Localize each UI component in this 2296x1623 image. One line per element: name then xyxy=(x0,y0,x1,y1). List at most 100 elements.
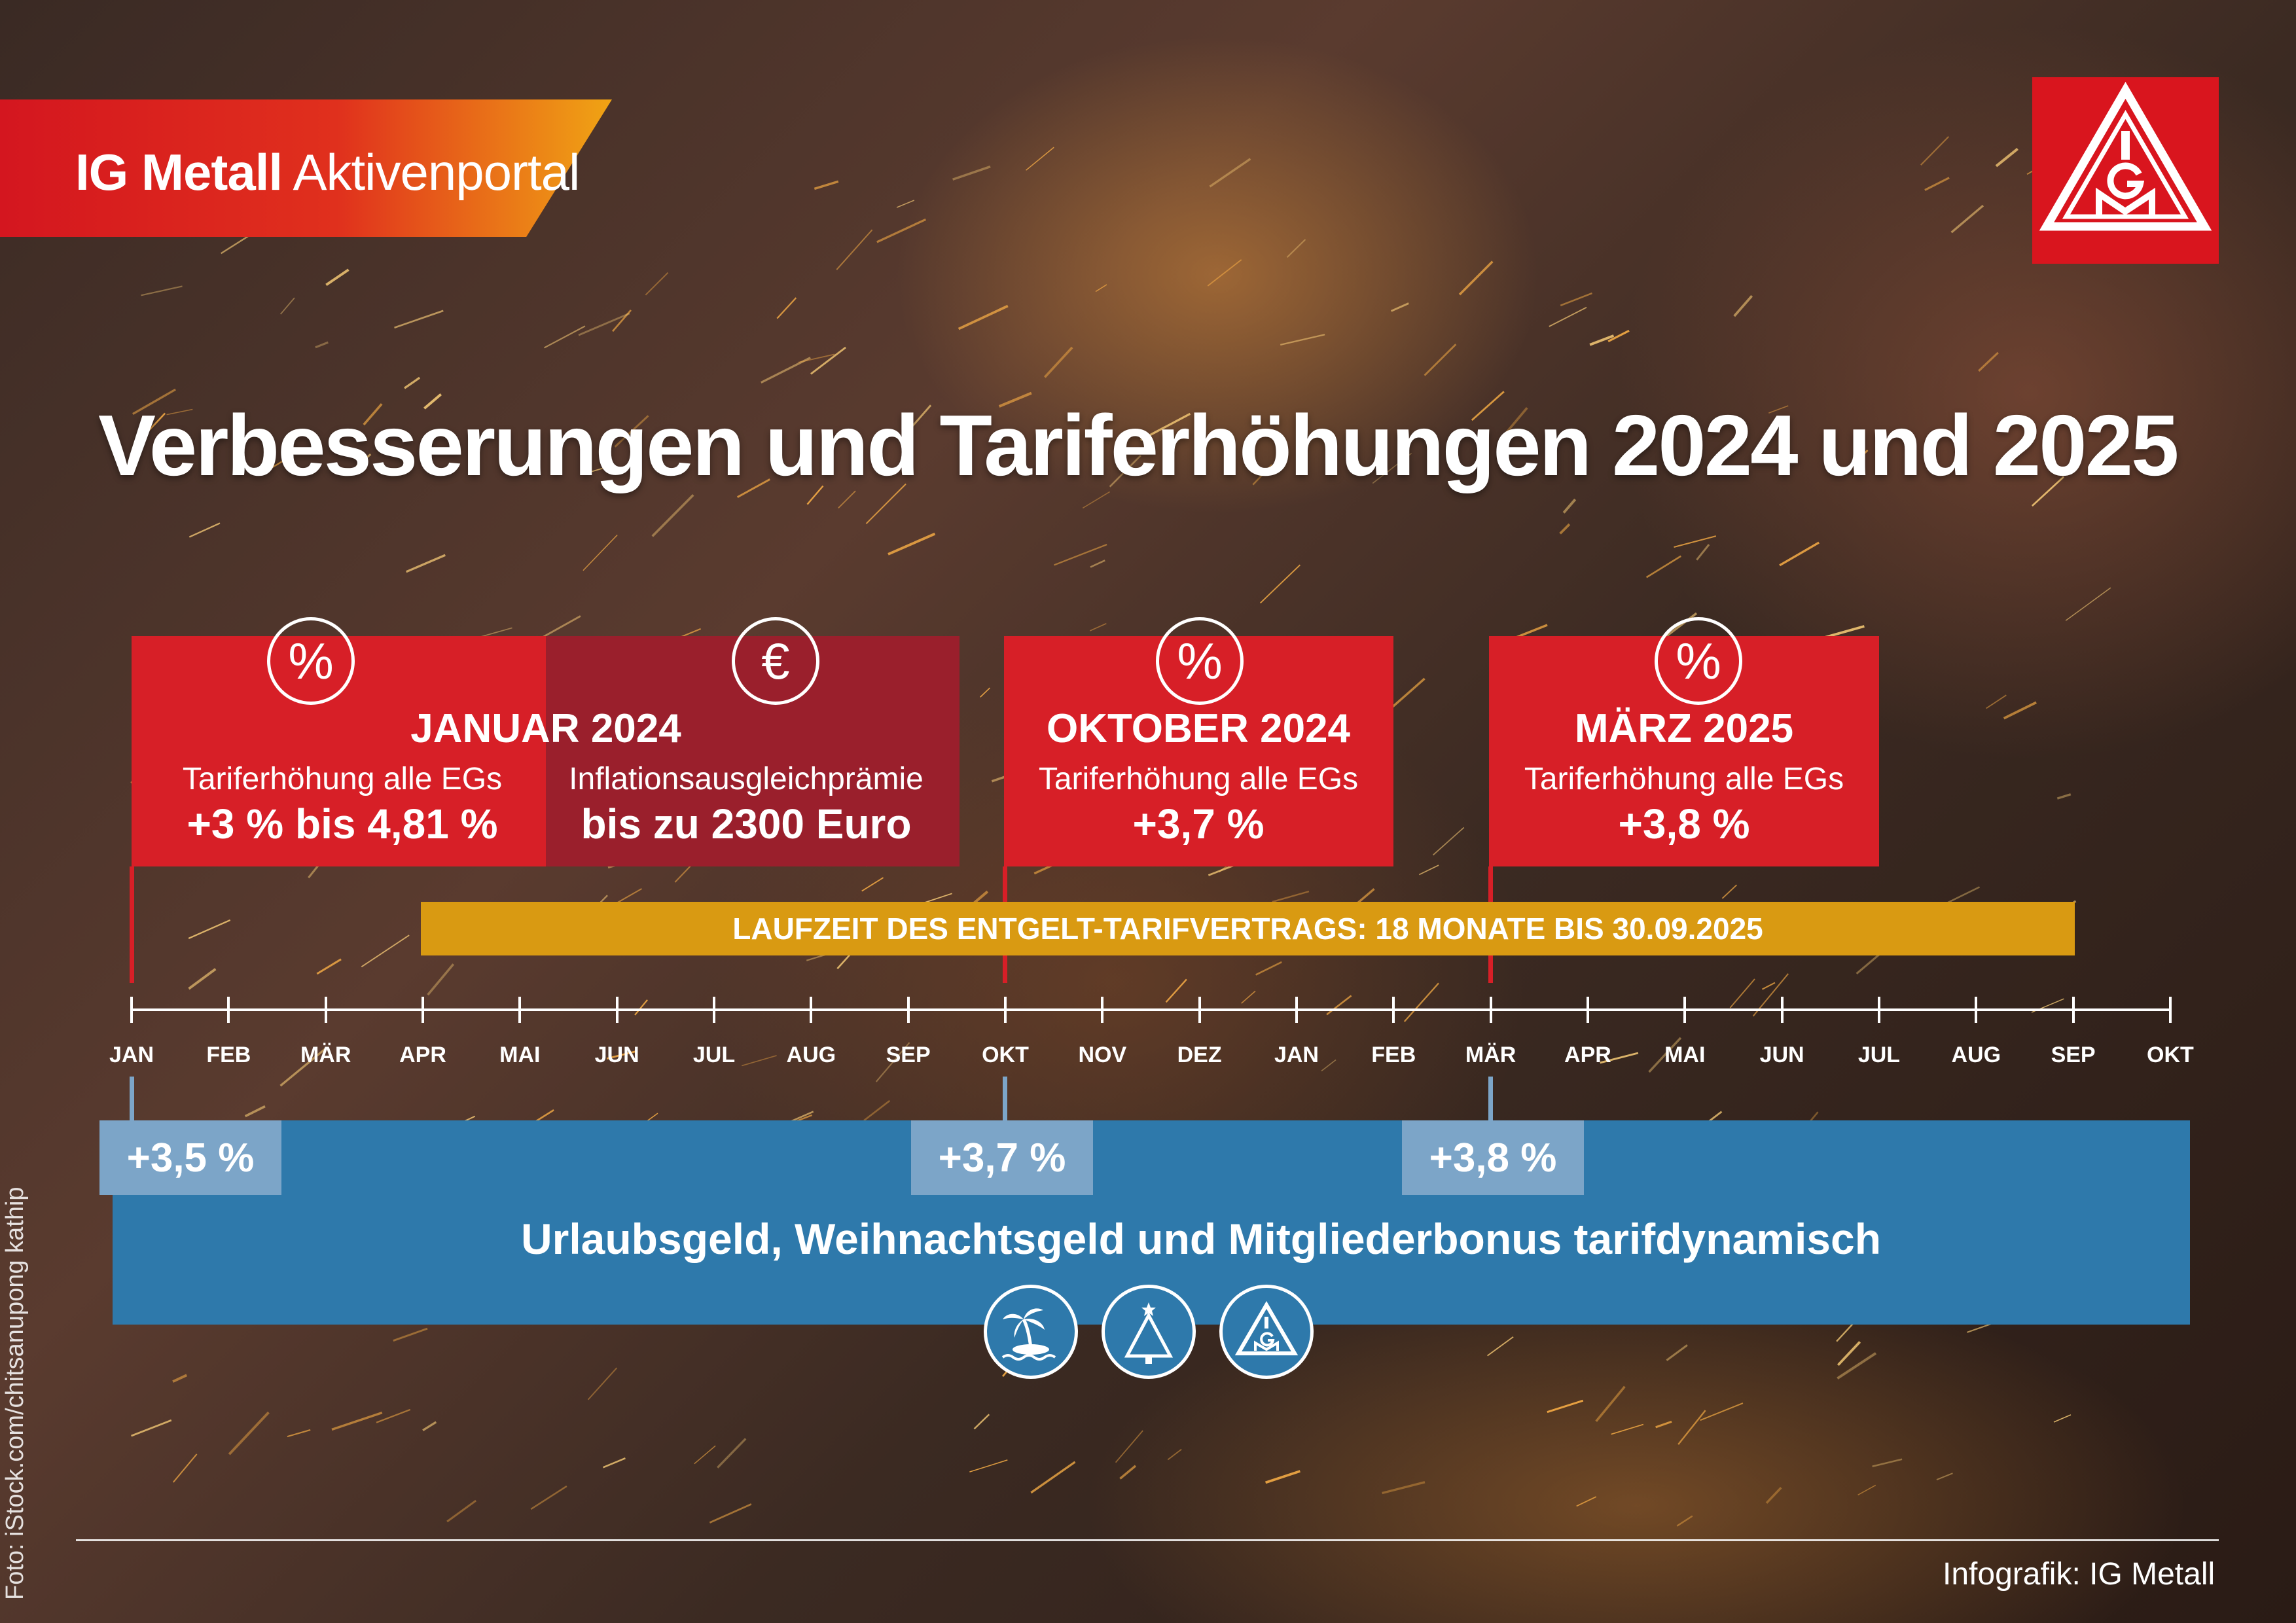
spark xyxy=(1611,1423,1644,1435)
bonus-chip-maerz: +3,8 % xyxy=(1402,1120,1584,1195)
spark xyxy=(1082,491,1111,509)
spark xyxy=(393,1327,428,1342)
spark xyxy=(1857,1484,1876,1495)
spark xyxy=(287,1429,311,1438)
spark xyxy=(244,1105,266,1118)
spark xyxy=(405,554,446,573)
spark xyxy=(1109,455,1141,488)
spark xyxy=(1026,147,1054,171)
timeline-tick xyxy=(1295,997,1298,1023)
timeline-tick xyxy=(227,997,230,1023)
spark xyxy=(1458,260,1494,296)
spark xyxy=(806,485,824,505)
bonus-tick-oktober xyxy=(1003,1077,1007,1122)
bonus-tick-januar xyxy=(130,1077,134,1122)
spark xyxy=(316,958,342,975)
spark xyxy=(969,1459,1008,1472)
spark xyxy=(709,1503,752,1524)
card-value: +3,8 % xyxy=(1618,800,1750,847)
spark xyxy=(376,1408,411,1423)
month-label: DEZ xyxy=(1177,1043,1222,1067)
spark xyxy=(2031,476,2064,507)
spark xyxy=(1559,523,1571,535)
spark xyxy=(1666,1344,1688,1361)
spark xyxy=(361,935,410,968)
spark xyxy=(1403,982,1439,1022)
spark xyxy=(331,1411,383,1431)
card-title-oktober-2024: OKTOBER 2024 xyxy=(1046,706,1351,751)
timeline-tick xyxy=(2168,997,2172,1023)
spark xyxy=(1259,564,1301,604)
spark xyxy=(888,532,936,556)
spark xyxy=(228,1411,270,1455)
spark xyxy=(2053,1414,2072,1423)
timeline-tick xyxy=(324,997,327,1023)
spark xyxy=(614,415,649,448)
spark xyxy=(1674,535,1717,548)
spark xyxy=(1207,259,1242,287)
timeline-tick xyxy=(518,997,522,1023)
spark xyxy=(1768,405,1789,414)
spark xyxy=(1119,1465,1137,1480)
timeline-tick xyxy=(1780,997,1784,1023)
spark xyxy=(651,494,694,537)
percent-icon: % xyxy=(1655,617,1742,705)
spark xyxy=(279,297,295,315)
spark xyxy=(980,687,991,698)
spark xyxy=(1255,961,1282,976)
spark xyxy=(1054,543,1107,566)
spark xyxy=(1648,1037,1682,1073)
spark xyxy=(1424,344,1457,376)
card-subtitle: Tariferhöhung alle EGs xyxy=(182,762,503,796)
spark xyxy=(1576,1496,1597,1507)
spark xyxy=(1280,334,1325,346)
footer-divider xyxy=(76,1539,2219,1541)
spark xyxy=(530,1485,567,1510)
spark xyxy=(814,180,839,190)
bonus-chip-oktober: +3,7 % xyxy=(911,1120,1093,1195)
header-ribbon xyxy=(0,99,612,237)
card-subtitle: Tariferhöhung alle EGs xyxy=(1038,762,1359,796)
timeline-tick xyxy=(1489,997,1492,1023)
spark xyxy=(875,1042,910,1082)
spark xyxy=(1471,391,1505,421)
month-label: FEB xyxy=(1371,1043,1416,1067)
spark xyxy=(1765,1486,1782,1504)
spark xyxy=(798,353,835,363)
spark xyxy=(958,304,1009,330)
photo-credit: Foto: iStock.com/chitsanupong kathip xyxy=(1,1186,29,1600)
timeline-axis xyxy=(132,1008,2170,1011)
spark xyxy=(1856,952,1882,974)
spark xyxy=(1595,1385,1626,1422)
spark xyxy=(1589,334,1615,346)
spark xyxy=(1836,1321,1856,1342)
spark xyxy=(587,1367,618,1400)
spark xyxy=(1700,1402,1744,1421)
spark xyxy=(645,272,669,296)
month-label: MAI xyxy=(1664,1043,1706,1067)
spark xyxy=(172,1454,198,1483)
spark xyxy=(423,393,442,410)
spark xyxy=(480,627,512,637)
spark xyxy=(1600,1052,1639,1064)
spark xyxy=(1372,452,1412,484)
spark xyxy=(141,285,183,296)
percent-icon: % xyxy=(1156,617,1244,705)
spark xyxy=(1418,865,1439,876)
spark xyxy=(2065,587,2111,621)
month-label: AUG xyxy=(786,1043,836,1067)
spark xyxy=(1167,1448,1182,1461)
spark xyxy=(1761,982,1776,990)
brand-bold: IG Metall xyxy=(75,143,283,201)
spark xyxy=(582,464,614,475)
spark xyxy=(188,919,231,939)
timeline-tick xyxy=(1683,997,1687,1023)
spark xyxy=(761,357,811,384)
spark xyxy=(1387,677,1426,712)
spark xyxy=(1924,177,1950,191)
spark xyxy=(1286,239,1306,258)
spark xyxy=(1252,464,1273,486)
card-value: +3,7 % xyxy=(1132,800,1265,847)
spark xyxy=(270,457,289,469)
